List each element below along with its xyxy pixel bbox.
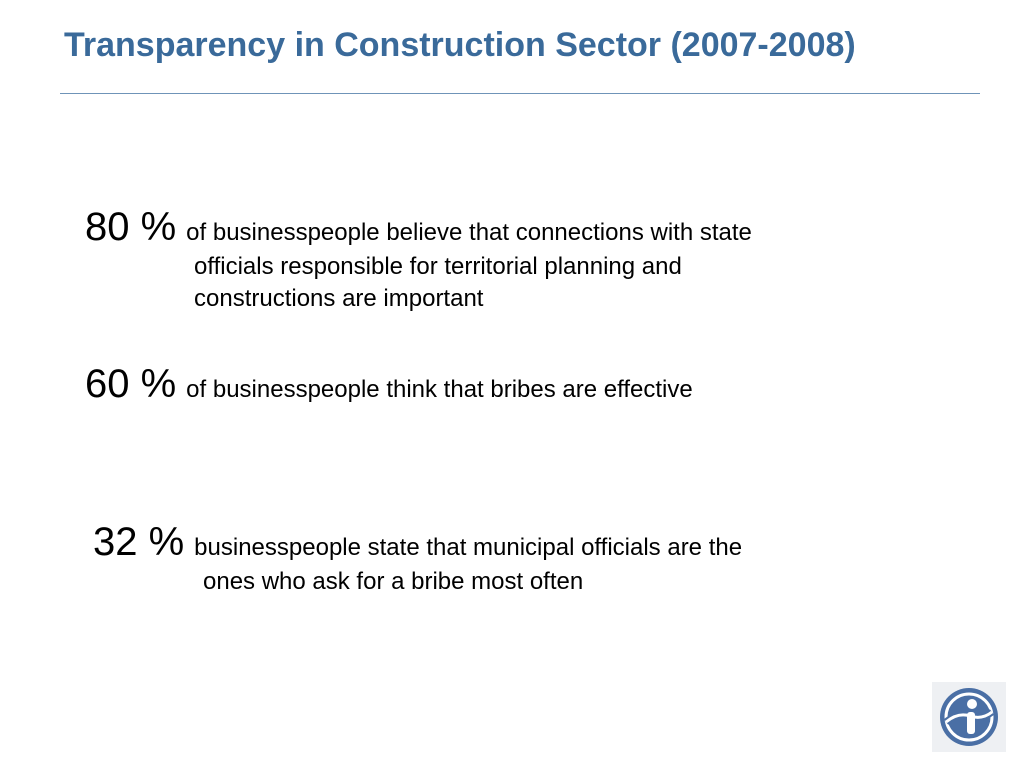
stat-description-line: constructions are important [194,285,484,312]
stat-description-line: ones who ask for a bribe most often [203,568,584,595]
title-divider [60,93,980,94]
stat-percent: 32 % [93,520,185,564]
transparency-international-logo-icon [932,682,1006,752]
stat-description: of businesspeople think that bribes are … [186,376,693,403]
stat-percent: 80 % [85,205,177,249]
stat-block-bribes: 60 % of businesspeople think that bribes… [85,362,693,407]
page-title: Transparency in Construction Sector (200… [64,26,856,64]
stat-description: businesspeople state that municipal offi… [194,534,743,561]
stat-percent: 60 % [85,362,177,406]
stat-block-municipal: 32 % businesspeople state that municipal… [93,520,742,599]
stat-description: of businesspeople believe that connectio… [186,219,752,246]
stat-block-connections: 80 % of businesspeople believe that conn… [85,205,752,314]
stat-description-line: officials responsible for territorial pl… [194,253,682,280]
